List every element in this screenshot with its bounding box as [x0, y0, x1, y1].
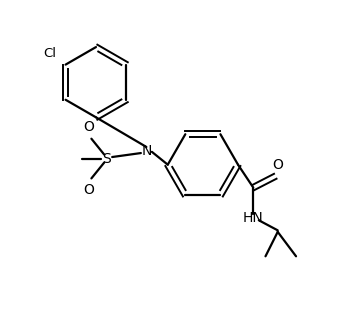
Text: O: O [272, 158, 283, 172]
Text: Cl: Cl [44, 47, 56, 60]
Text: S: S [102, 151, 111, 165]
Text: O: O [83, 183, 94, 197]
Text: HN: HN [243, 211, 264, 225]
Text: N: N [141, 144, 152, 158]
Text: O: O [83, 120, 94, 134]
